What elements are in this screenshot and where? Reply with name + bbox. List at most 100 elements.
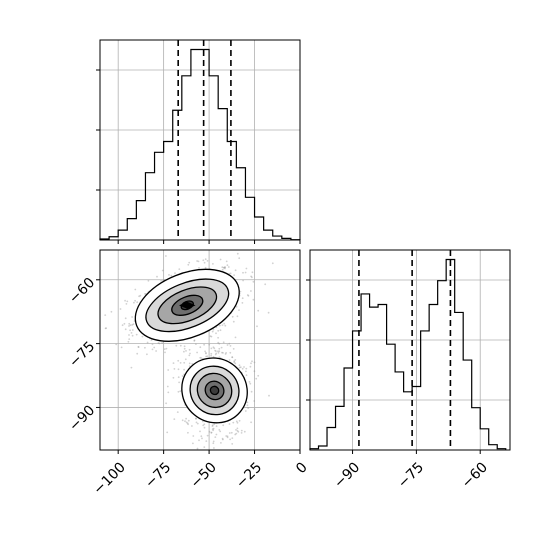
- scatter-point: [195, 343, 197, 345]
- scatter-point: [183, 345, 186, 348]
- scatter-point: [213, 423, 216, 426]
- scatter-point: [251, 360, 253, 363]
- bottom-right-step-line: [309, 258, 507, 450]
- scatter-point: [104, 327, 107, 330]
- scatter-point: [128, 322, 131, 325]
- scatter-point: [161, 269, 164, 272]
- scatter-point: [224, 324, 227, 327]
- scatter-point: [212, 328, 215, 331]
- scatter-point: [233, 361, 236, 364]
- scatter-point: [228, 359, 231, 361]
- scatter-point: [251, 271, 254, 274]
- scatter-point: [247, 407, 250, 409]
- scatter-point: [255, 377, 258, 380]
- scatter-point: [232, 421, 235, 424]
- scatter-point: [211, 424, 214, 427]
- scatter-point: [238, 364, 241, 367]
- scatter-point: [138, 295, 141, 298]
- scatter-point: [173, 418, 176, 420]
- scatter-point: [238, 419, 241, 422]
- scatter-point: [170, 274, 173, 277]
- scatter-point: [257, 309, 260, 312]
- scatter-point: [150, 339, 153, 341]
- scatter-point: [231, 356, 234, 358]
- x-tick-label-bottom-right: −75: [395, 459, 427, 491]
- scatter-point: [218, 356, 221, 358]
- scatter-point: [185, 421, 188, 424]
- scatter-point: [223, 322, 226, 325]
- scatter-point: [212, 346, 215, 349]
- scatter-point: [247, 294, 250, 297]
- scatter-point: [271, 262, 274, 265]
- scatter-point: [203, 446, 206, 448]
- scatter-point: [196, 447, 199, 450]
- scatter-point: [229, 438, 232, 441]
- scatter-point: [196, 351, 199, 354]
- scatter-point: [166, 385, 169, 388]
- scatter-point: [214, 436, 217, 438]
- scatter-point: [196, 260, 199, 262]
- contour-cluster-1-level-4: [209, 385, 220, 396]
- scatter-point: [217, 336, 220, 339]
- y-tick-label-bottom-left: −60: [66, 275, 98, 307]
- scatter-point: [168, 274, 170, 276]
- x-tick-label-bottom-left: −100: [90, 459, 129, 498]
- scatter-point: [208, 430, 211, 433]
- scatter-point: [219, 258, 222, 261]
- scatter-point: [240, 429, 243, 432]
- scatter-point: [212, 427, 215, 430]
- scatter-point: [231, 443, 234, 445]
- scatter-point: [212, 442, 215, 445]
- scatter-point: [241, 367, 244, 370]
- scatter-point: [183, 361, 186, 364]
- scatter-point: [221, 266, 224, 269]
- scatter-point: [188, 354, 191, 357]
- scatter-point: [188, 261, 191, 264]
- scatter-point: [179, 390, 182, 393]
- scatter-point: [220, 442, 222, 444]
- scatter-point: [243, 366, 245, 368]
- scatter-point: [184, 420, 186, 423]
- scatter-point: [183, 347, 186, 350]
- scatter-point: [245, 367, 248, 370]
- scatter-point: [224, 353, 227, 355]
- scatter-point: [128, 325, 130, 327]
- scatter-point: [177, 390, 180, 393]
- scatter-point: [204, 266, 207, 269]
- scatter-point: [241, 297, 244, 300]
- scatter-point: [130, 366, 133, 369]
- scatter-point: [172, 362, 175, 364]
- scatter-point: [121, 324, 124, 327]
- scatter-point: [234, 359, 237, 361]
- scatter-point: [234, 269, 237, 272]
- scatter-point: [253, 361, 256, 364]
- scatter-point: [232, 320, 235, 323]
- scatter-point: [245, 370, 247, 373]
- scatter-point: [135, 333, 138, 336]
- scatter-point: [256, 325, 258, 328]
- scatter-point: [215, 352, 218, 355]
- scatter-point: [218, 347, 221, 350]
- scatter-point: [158, 342, 161, 345]
- scatter-point: [205, 352, 207, 354]
- scatter-point: [203, 426, 206, 429]
- scatter-point: [185, 350, 187, 352]
- scatter-point: [193, 339, 196, 342]
- top-left-frame: [99, 39, 301, 241]
- scatter-point: [187, 423, 190, 426]
- scatter-point: [200, 435, 203, 438]
- scatter-point: [206, 260, 209, 262]
- scatter-point: [203, 261, 206, 264]
- scatter-point: [249, 365, 252, 368]
- scatter-point: [237, 430, 240, 433]
- scatter-point: [130, 332, 133, 334]
- scatter-point: [228, 423, 231, 425]
- scatter-point: [178, 381, 181, 384]
- x-tick-label-bottom-left: 0: [293, 459, 311, 477]
- scatter-point: [239, 366, 242, 368]
- scatter-point: [221, 437, 224, 440]
- scatter-point: [157, 342, 160, 344]
- x-tick-label-bottom-left: −25: [233, 459, 265, 491]
- scatter-point: [115, 343, 118, 346]
